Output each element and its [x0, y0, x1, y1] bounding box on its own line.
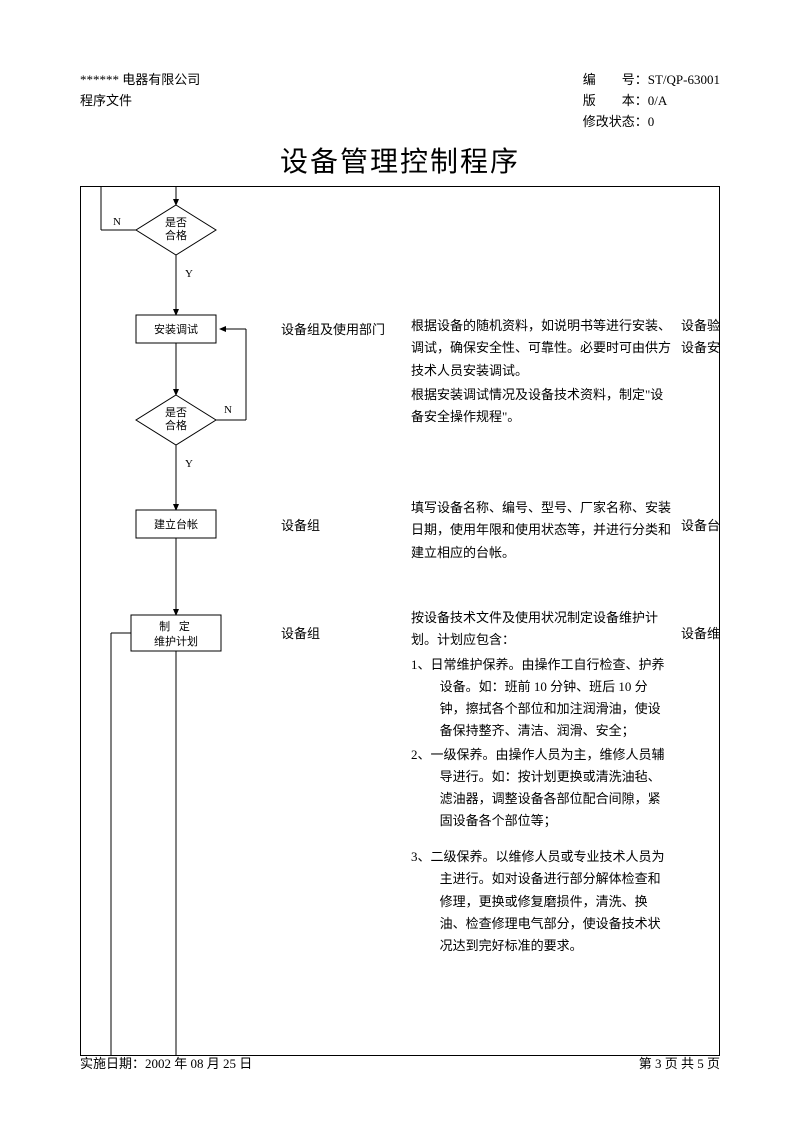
svg-text:是否: 是否 — [165, 216, 187, 229]
page-title: 设备管理控制程序 — [80, 140, 720, 180]
code-value: ST/QP-63001 — [648, 72, 720, 87]
rev-value: 0 — [648, 114, 655, 129]
r2-dept: 设备组 — [281, 515, 401, 537]
svg-text:合格: 合格 — [165, 418, 187, 432]
footer-page: 第 3 页 共 5 页 — [639, 1053, 720, 1072]
content-frame: 是否 合格 N Y 安装调试 是否 合格 N Y — [80, 186, 720, 1056]
r3-doc: 设备维护计划表 — [681, 623, 720, 645]
r2-desc: 填写设备名称、编号、型号、厂家名称、安装日期，使用年限和使用状态等，并进行分类和… — [411, 497, 671, 563]
version-label: 版 本： — [583, 93, 648, 108]
code-label: 编 号： — [583, 72, 648, 87]
svg-text:合格: 合格 — [165, 228, 187, 242]
flowchart: 是否 合格 N Y 安装调试 是否 合格 N Y — [81, 187, 271, 1056]
r3-desc: 按设备技术文件及使用状况制定设备维护计划。计划应包含： 1、日常维护保养。由操作… — [411, 607, 671, 958]
doc-type: 程序文件 — [80, 91, 200, 112]
document-header: ****** 电器有限公司 程序文件 编 号：ST/QP-63001 版 本：0… — [80, 70, 720, 132]
r1-dept: 设备组及使用部门 — [281, 319, 401, 341]
r3-dept: 设备组 — [281, 623, 401, 645]
label-n1: N — [113, 216, 121, 228]
company-name: ****** 电器有限公司 — [80, 70, 200, 91]
r2-doc: 设备台帐 — [681, 515, 720, 537]
flow-box-ledger: 建立台帐 — [154, 517, 198, 531]
flow-box-plan-l2: 维护计划 — [154, 634, 198, 648]
label-y2: Y — [185, 458, 193, 470]
label-n2: N — [224, 404, 232, 416]
label-y1: Y — [185, 268, 193, 280]
flow-box-install: 安装调试 — [154, 322, 198, 336]
rev-label: 修改状态： — [583, 114, 648, 129]
footer-date-label: 实施日期： — [80, 1056, 145, 1071]
r1-desc: 根据设备的随机资料，如说明书等进行安装、调试，确保安全性、可靠性。必要时可由供方… — [411, 315, 671, 429]
r1-doc: 设备验收/调试登记表 设备安全操作规程 — [681, 315, 720, 359]
version-value: 0/A — [648, 93, 668, 108]
flow-box-plan-l1: 制 定 — [159, 619, 193, 633]
footer: 实施日期：2002 年 08 月 25 日 第 3 页 共 5 页 — [80, 1053, 720, 1072]
footer-date: 2002 年 08 月 25 日 — [145, 1056, 252, 1071]
svg-text:是否: 是否 — [165, 406, 187, 419]
